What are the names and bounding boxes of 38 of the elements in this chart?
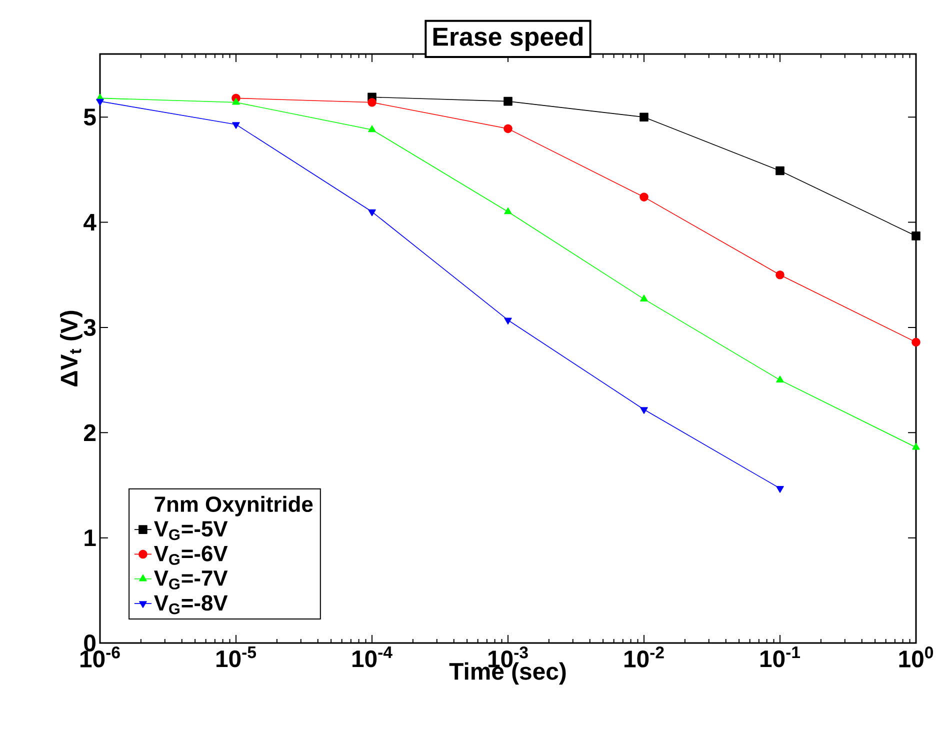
x-tick-label: 10$^{0}$ [899,646,934,668]
point [368,98,376,107]
point [504,318,512,324]
chart-title: Erase speed [433,26,583,52]
point [640,112,648,122]
point [96,98,104,106]
point [504,207,512,214]
y-tick-label: 2 [84,424,96,441]
point [368,209,376,216]
point [504,124,512,134]
point [776,376,784,382]
y-tick-label: 5 [84,108,96,126]
x-tick-label: 10$^{-4}$ [352,646,392,668]
point [776,166,784,176]
point [504,96,512,106]
point [776,270,784,280]
y-tick-label: 3 [84,318,96,336]
point [640,294,648,302]
point [232,122,240,129]
x-tick-label: 10$^{-2}$ [624,646,664,668]
legend-title: 7nm Oxynitride [154,496,313,516]
x-tick-label: 10$^{-5}$ [216,646,256,668]
legend-label: V$_{G}$=-8V [154,595,228,614]
point [368,125,376,132]
x-tick-label: 10$^{-1}$ [760,646,800,668]
point [912,232,920,240]
y-tick-label: 1 [84,530,96,546]
point [912,442,920,450]
legend-label: V$_{G}$=-5V [154,521,228,540]
point [232,98,240,105]
y-axis-title: ΔV$_{t}$ (V) [60,310,82,386]
point [640,192,648,202]
point [640,407,648,414]
legend-label: V$_{G}$=-6V [154,546,228,565]
y-tick-label: 4 [84,214,96,231]
point [912,338,920,347]
legend-label: V$_{G}$=-7V [154,570,228,590]
point [776,486,784,493]
